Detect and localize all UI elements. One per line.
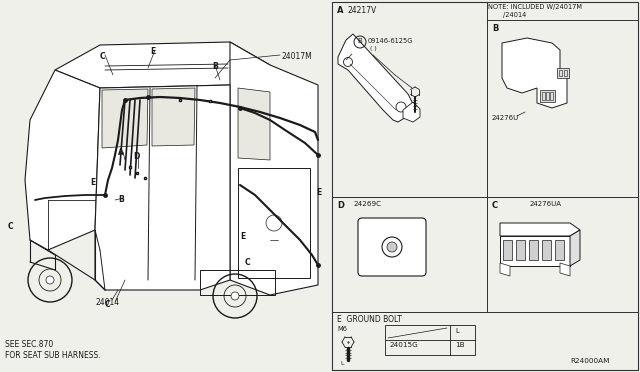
Text: E: E: [240, 232, 245, 241]
Text: 09146-6125G: 09146-6125G: [368, 38, 413, 44]
Text: ( ): ( ): [370, 46, 377, 51]
Polygon shape: [95, 85, 230, 290]
Polygon shape: [338, 34, 413, 122]
Polygon shape: [55, 42, 270, 88]
Text: D: D: [133, 152, 140, 161]
Circle shape: [387, 242, 397, 252]
Bar: [487, 197, 638, 312]
Text: B: B: [357, 38, 362, 44]
Bar: [332, 312, 638, 370]
Circle shape: [46, 276, 54, 284]
Bar: [200, 270, 275, 295]
Bar: [546, 92, 549, 100]
Text: E  GROUND BOLT: E GROUND BOLT: [337, 315, 402, 324]
Polygon shape: [500, 263, 510, 276]
Bar: [559, 70, 562, 76]
Text: L: L: [455, 328, 459, 334]
Polygon shape: [25, 70, 100, 250]
Bar: [487, 20, 638, 197]
Text: C: C: [105, 300, 111, 309]
Text: B: B: [212, 62, 218, 71]
Polygon shape: [502, 38, 567, 108]
Text: C: C: [8, 222, 13, 231]
Bar: [332, 197, 487, 312]
Circle shape: [231, 292, 239, 300]
Bar: [516, 240, 525, 260]
Polygon shape: [403, 102, 420, 122]
Bar: [550, 92, 553, 100]
Polygon shape: [230, 42, 318, 295]
Text: B: B: [492, 24, 499, 33]
Text: C: C: [245, 258, 251, 267]
Text: 24014: 24014: [95, 298, 119, 307]
Text: SEE SEC.870: SEE SEC.870: [5, 340, 53, 349]
Text: E: E: [90, 178, 95, 187]
Bar: [238, 168, 310, 278]
Text: L: L: [340, 361, 344, 366]
Text: D: D: [337, 201, 344, 210]
Text: A: A: [118, 148, 124, 157]
Polygon shape: [570, 230, 580, 266]
Polygon shape: [152, 88, 195, 146]
Text: A: A: [337, 6, 344, 15]
Bar: [529, 240, 538, 260]
Bar: [542, 240, 551, 260]
FancyBboxPatch shape: [358, 218, 426, 276]
Polygon shape: [102, 89, 148, 148]
Text: 24217V: 24217V: [348, 6, 377, 15]
Text: NOTE: INCLUDED W/24017M: NOTE: INCLUDED W/24017M: [488, 4, 582, 10]
Bar: [540, 90, 555, 102]
Polygon shape: [500, 236, 570, 266]
Bar: [564, 70, 567, 76]
Text: 24276U: 24276U: [492, 115, 519, 121]
Bar: [555, 240, 564, 260]
Polygon shape: [560, 263, 570, 276]
Text: R24000AM: R24000AM: [570, 358, 609, 364]
Bar: [332, 2, 487, 197]
Text: 24017M: 24017M: [282, 52, 313, 61]
Polygon shape: [500, 223, 580, 236]
Bar: [557, 68, 569, 78]
Bar: [332, 2, 638, 370]
Text: /24014: /24014: [503, 12, 526, 18]
Text: FOR SEAT SUB HARNESS.: FOR SEAT SUB HARNESS.: [5, 351, 100, 360]
Bar: [385, 325, 475, 355]
Bar: [503, 240, 512, 260]
Text: C: C: [100, 52, 106, 61]
Text: M6: M6: [337, 326, 347, 332]
Text: B: B: [118, 195, 124, 204]
Text: 24276UA: 24276UA: [530, 201, 562, 207]
Text: C: C: [492, 201, 498, 210]
Text: 1B: 1B: [455, 342, 465, 348]
Text: 24015G: 24015G: [389, 342, 418, 348]
Bar: [542, 92, 545, 100]
Text: E: E: [316, 188, 321, 197]
Polygon shape: [238, 88, 270, 160]
Text: 24269C: 24269C: [353, 201, 381, 207]
Text: E: E: [150, 47, 156, 56]
